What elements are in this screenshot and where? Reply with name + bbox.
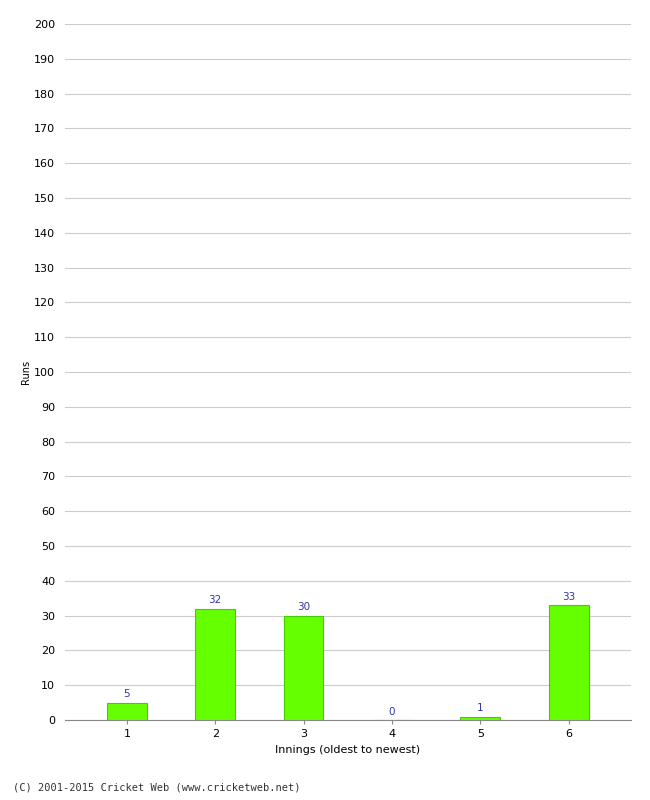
Bar xyxy=(283,616,324,720)
Text: 1: 1 xyxy=(477,703,484,713)
Text: 33: 33 xyxy=(562,592,575,602)
Bar xyxy=(196,609,235,720)
Text: 5: 5 xyxy=(124,689,130,699)
Text: 32: 32 xyxy=(209,595,222,605)
Y-axis label: Runs: Runs xyxy=(21,360,31,384)
Bar xyxy=(460,717,500,720)
X-axis label: Innings (oldest to newest): Innings (oldest to newest) xyxy=(275,745,421,754)
Text: (C) 2001-2015 Cricket Web (www.cricketweb.net): (C) 2001-2015 Cricket Web (www.cricketwe… xyxy=(13,782,300,792)
Text: 30: 30 xyxy=(297,602,310,612)
Text: 0: 0 xyxy=(389,706,395,717)
Bar xyxy=(107,702,147,720)
Bar xyxy=(549,605,588,720)
